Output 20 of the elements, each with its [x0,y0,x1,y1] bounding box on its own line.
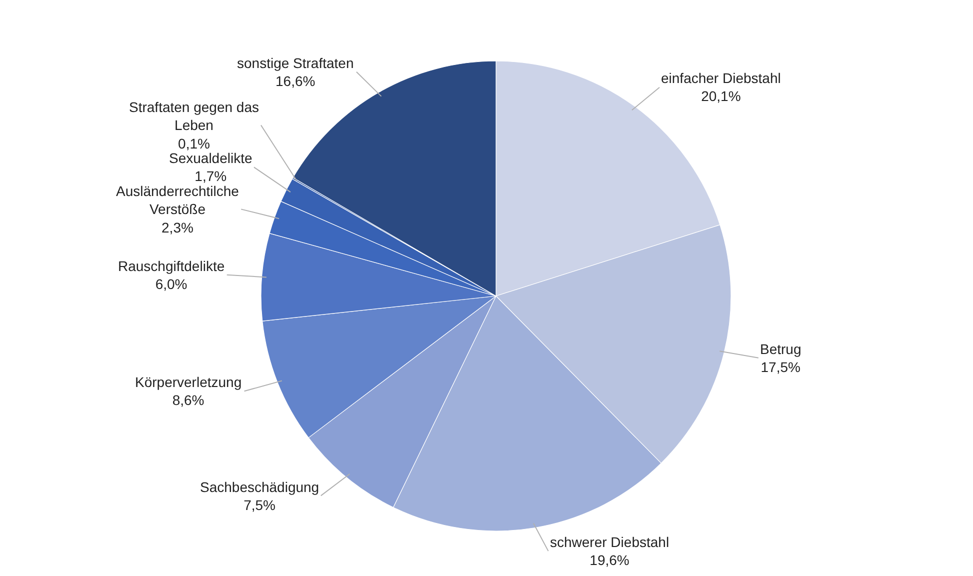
slice-label: Straftaten gegen das Leben [129,99,259,134]
slice-label: Sexualdelikte [169,150,252,166]
slice-label: Körperverletzung [135,374,242,390]
slice-label: Ausländerrechtilche Verstöße [116,183,240,218]
slice-label: Sachbeschädigung [200,479,320,495]
data-label: 2,3% [162,219,194,236]
data-label: 1,7% [194,168,227,184]
slice-label: einfacher Diebstahl [661,70,781,86]
data-label: 16,6% [276,73,316,90]
data-label: 0,1% [178,135,210,152]
data-label: 17,5% [760,359,800,376]
slice-label: sonstige Straftaten [237,55,354,71]
data-label: 8,6% [172,392,204,408]
slice-label: schwerer Diebstahl [550,534,670,550]
data-label: 20,1% [701,88,741,104]
data-label: 6,0% [155,276,188,292]
slice-label: Rauschgiftdelikte [118,258,225,274]
data-label: 19,6% [590,552,630,568]
data-label: 7,5% [244,497,276,514]
slice-label: Betrug [760,341,802,357]
